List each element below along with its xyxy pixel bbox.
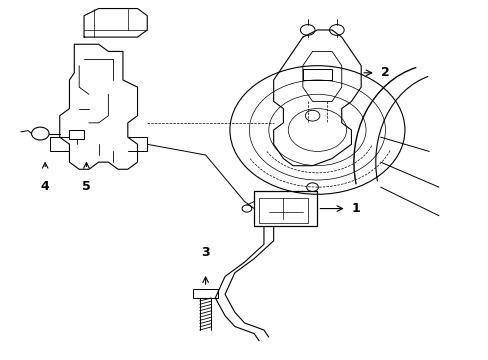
Text: 2: 2: [380, 66, 388, 79]
Bar: [69, 130, 84, 139]
Bar: [193, 289, 217, 298]
Text: 3: 3: [201, 246, 209, 258]
Bar: [254, 191, 317, 226]
Text: 4: 4: [41, 180, 49, 193]
Text: 5: 5: [82, 180, 91, 193]
Bar: [259, 198, 307, 223]
Bar: [302, 69, 331, 80]
Text: 1: 1: [351, 202, 360, 215]
